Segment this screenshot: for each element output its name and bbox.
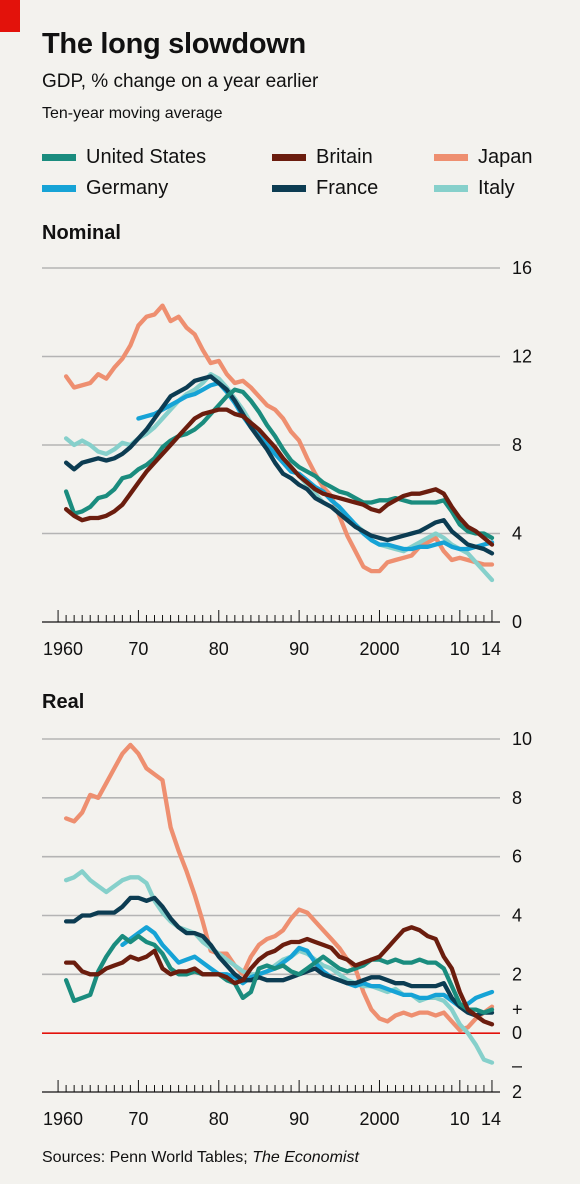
source-note: Sources: Penn World Tables; The Economis… [42,1149,359,1167]
y-tick-label: + [512,1000,523,1020]
series-line-britain [63,925,495,1027]
x-tick-label: 10 [450,639,470,659]
legend-swatch [42,153,76,161]
legend-item-germany: Germany [42,174,168,202]
legend-swatch [272,184,306,192]
y-tick-label: 2 [512,1082,522,1102]
chart-title: The long slowdown [42,28,306,60]
legend-item-japan: Japan [434,143,533,171]
y-tick-label: 16 [512,258,532,278]
legend-label: Japan [478,145,533,168]
y-tick-label: – [512,1056,522,1076]
brand-red-tag [0,0,20,32]
x-tick-label: 1960 [43,1109,83,1129]
y-tick-label: 10 [512,729,532,749]
source-publication: The Economist [252,1149,359,1166]
series-line-britain [63,407,495,547]
legend-item-italy: Italy [434,174,515,202]
series-line-germany [136,380,495,552]
panel-title-real: Real [42,691,85,713]
legend-item-france: France [272,174,378,202]
legend-swatch [272,153,306,161]
legend-swatch [434,184,468,192]
y-tick-label: 4 [512,524,522,544]
x-tick-label: 2000 [359,1109,399,1129]
series-line-germany [120,925,495,1009]
legend: United States Britain Japan Germany Fran… [42,143,562,207]
x-tick-label: 2000 [359,639,399,659]
legend-label: Italy [478,176,515,199]
x-tick-label: 90 [289,1109,309,1129]
y-tick-label: 6 [512,847,522,867]
chart-note: Ten-year moving average [42,105,223,122]
y-tick-label: 8 [512,435,522,455]
legend-label: Germany [86,176,169,199]
x-tick-label: 14 [481,639,501,659]
series-line-france [63,374,495,556]
x-tick-label: 80 [209,639,229,659]
x-tick-label: 10 [450,1109,470,1129]
legend-item-united-states: United States [42,143,206,171]
y-tick-label: 0 [512,612,522,632]
x-tick-label: 70 [128,639,148,659]
series-line-france [63,895,495,1018]
y-tick-label: 8 [512,788,522,808]
y-tick-label: 2 [512,964,522,984]
x-tick-label: 90 [289,639,309,659]
x-tick-label: 70 [128,1109,148,1129]
series-line-japan [63,303,495,574]
series-line-united-states [63,387,495,541]
y-tick-label: 0 [512,1023,522,1043]
series-line-united-states [63,933,495,1015]
series-line-japan [63,742,495,1033]
x-tick-label: 80 [209,1109,229,1129]
y-tick-label: 12 [512,347,532,367]
source-text: Sources: Penn World Tables; [42,1149,253,1166]
legend-label: France [316,176,379,199]
legend-swatch [42,184,76,192]
legend-label: United States [86,145,207,168]
x-tick-label: 1960 [43,639,83,659]
chart-subtitle: GDP, % change on a year earlier [42,71,319,92]
y-tick-label: 4 [512,906,522,926]
legend-swatch [434,153,468,161]
legend-item-britain: Britain [272,143,373,171]
legend-label: Britain [316,145,373,168]
panel-title-nominal: Nominal [42,222,121,244]
x-tick-label: 14 [481,1109,501,1129]
series-line-italy [63,869,495,1065]
